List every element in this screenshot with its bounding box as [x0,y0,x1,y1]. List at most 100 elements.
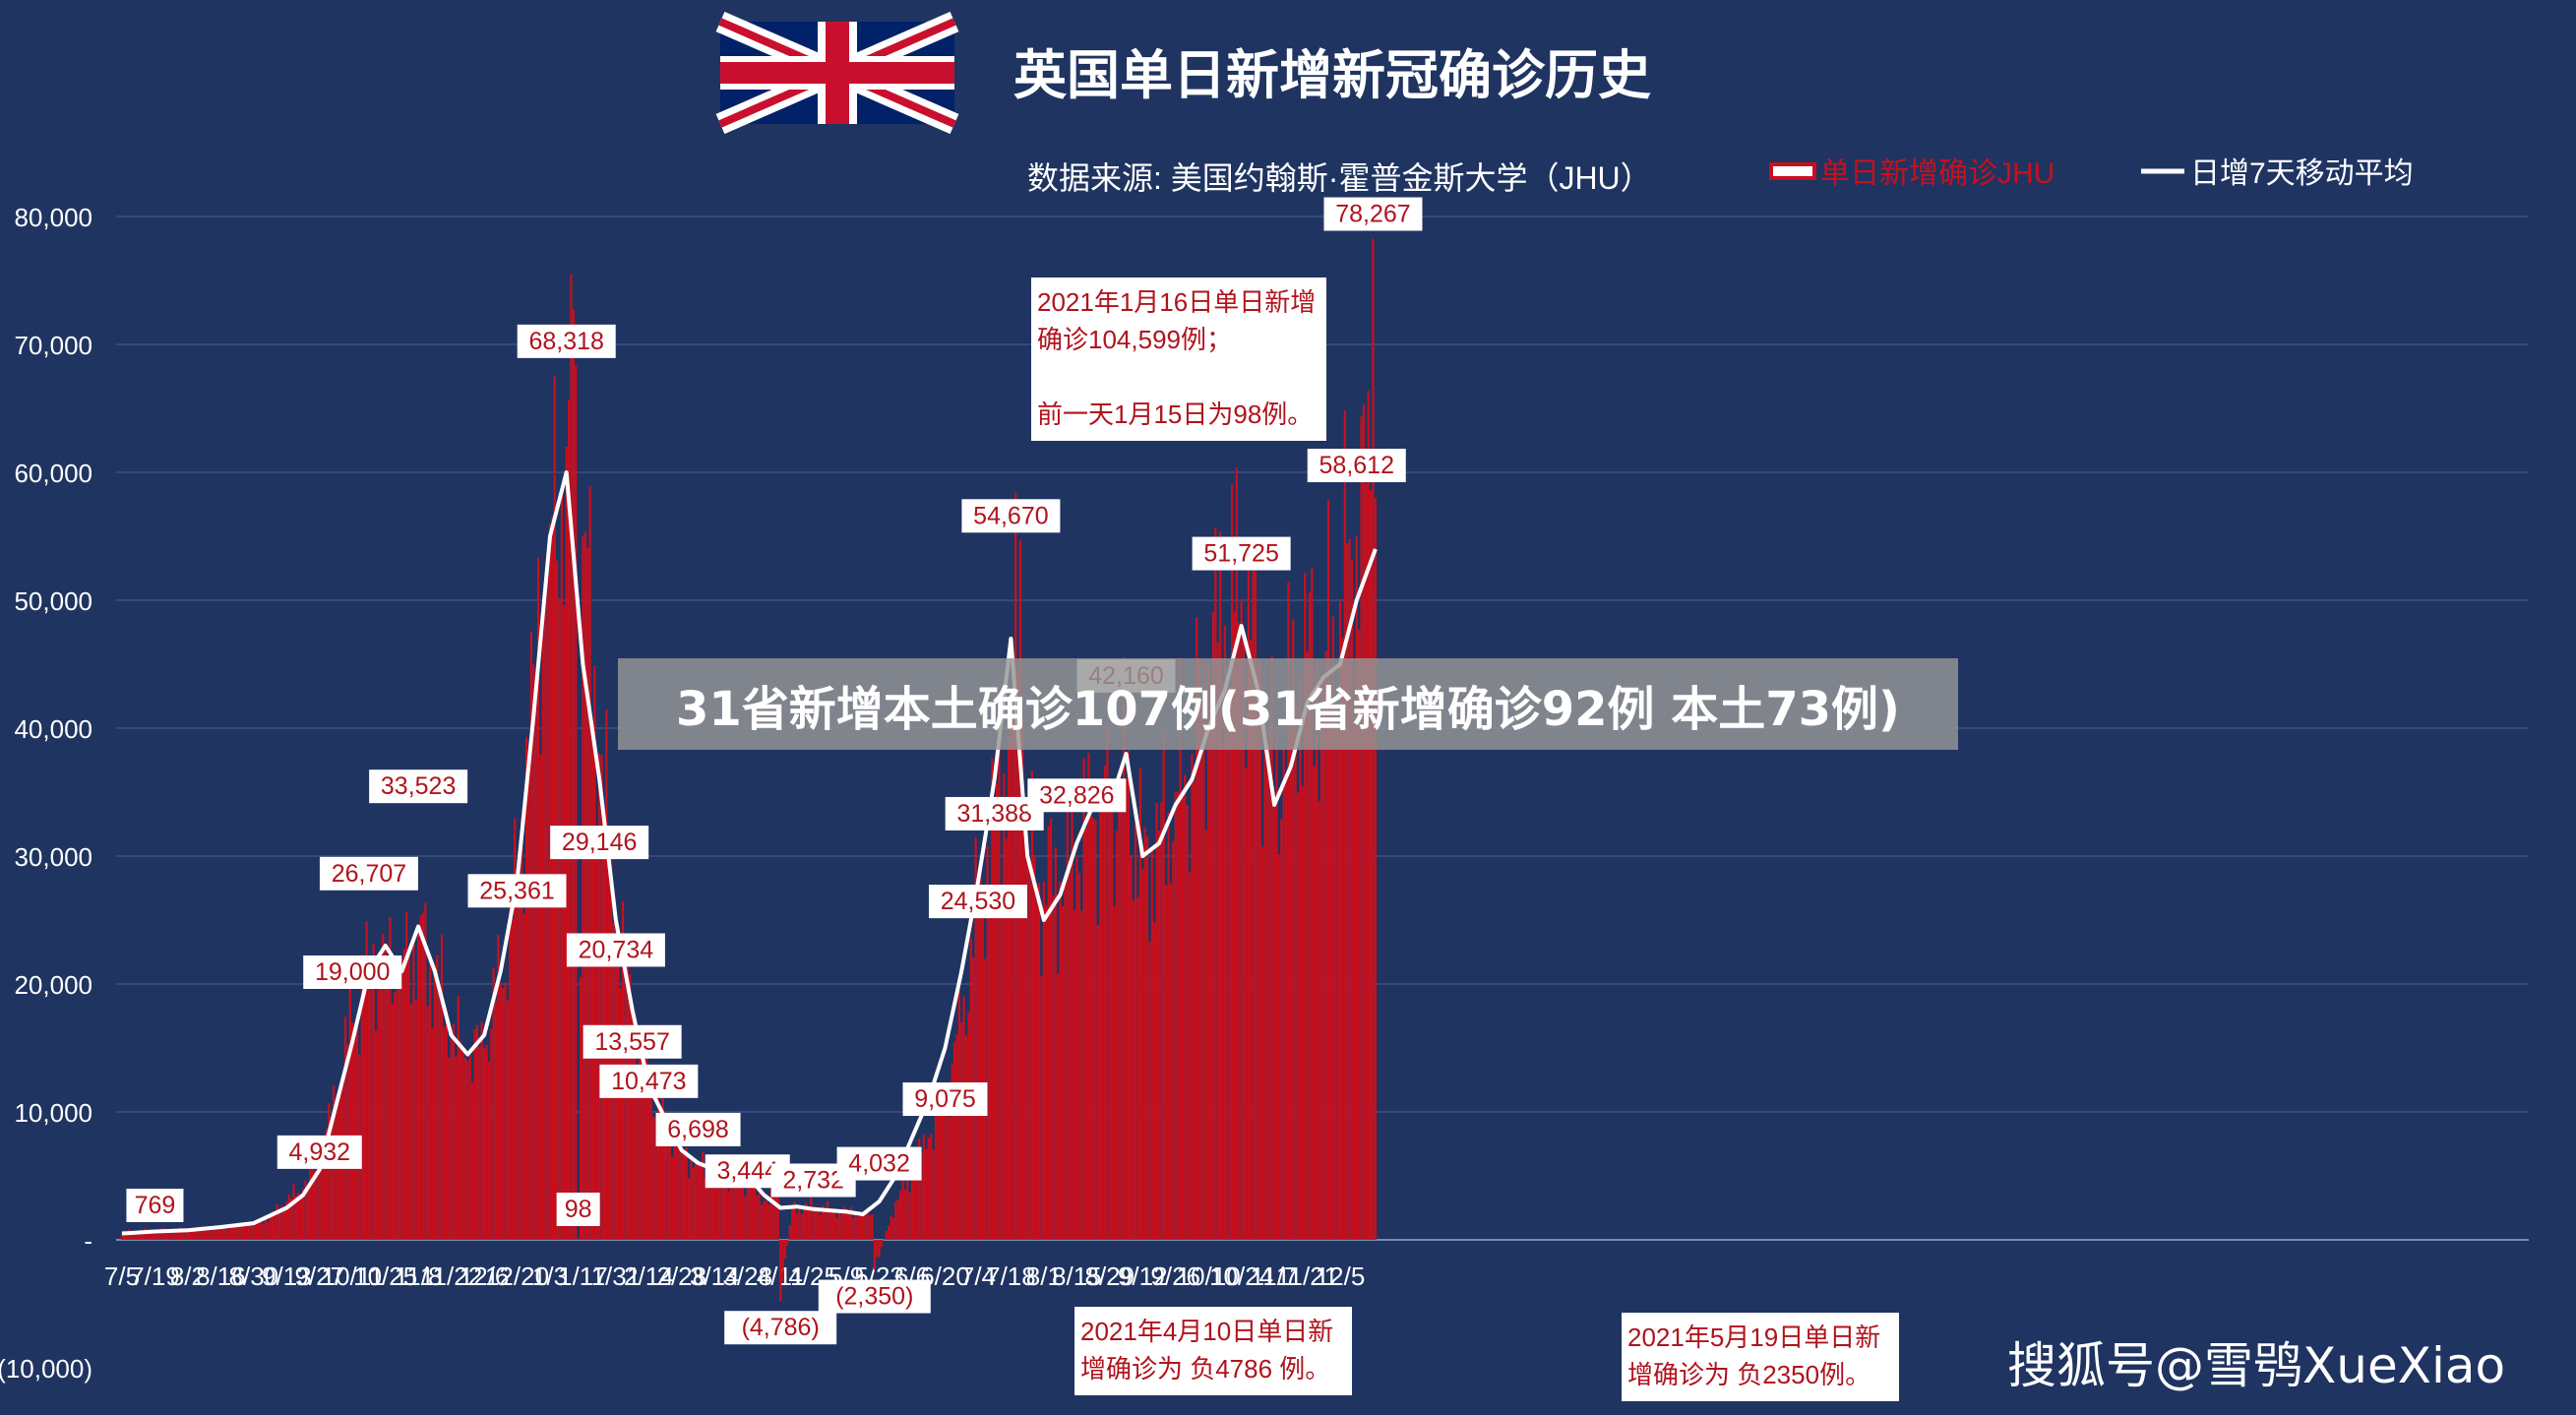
daily-bar [962,996,965,1240]
annotation-text: 前一天1月15日为98例。 [1037,400,1313,429]
daily-bar [267,1221,270,1240]
daily-bar [979,875,982,1240]
daily-bar [1080,910,1083,1240]
daily-bar [167,1229,170,1240]
x-tick-label: 7/5 [104,1261,140,1291]
daily-bar [590,723,594,1240]
daily-bar [647,1086,650,1240]
daily-bar [1318,800,1320,1240]
daily-bar [810,1198,813,1240]
daily-bar [405,911,408,1240]
data-label-box [1323,197,1423,231]
daily-bar [233,1225,236,1240]
daily-bar [729,1176,733,1240]
daily-bar [1061,906,1065,1240]
daily-bar [906,1176,909,1240]
daily-bar [1181,791,1184,1240]
daily-bar [654,1117,657,1240]
daily-bar [490,1028,493,1240]
daily-bar [348,987,351,1240]
daily-bar [323,1155,326,1240]
daily-bar [685,1146,688,1240]
daily-bar [1257,664,1259,1240]
daily-bar [269,1216,272,1240]
x-tick-label: 10/10 [1177,1261,1241,1291]
daily-bar [868,1215,872,1240]
data-label: 68,318 [528,328,603,355]
x-tick-label: 2/28 [657,1261,707,1291]
daily-bar [460,1040,462,1240]
daily-bar [663,1112,667,1240]
daily-bar [1184,774,1187,1240]
daily-bar [245,1226,248,1240]
daily-bar [396,958,399,1240]
daily-bar [1066,781,1069,1240]
daily-bar [888,1225,890,1240]
daily-bar [130,1232,133,1240]
daily-bar [903,1189,906,1240]
x-tick-label: 11/21 [1276,1261,1338,1291]
daily-bar [215,1226,217,1240]
daily-bar [998,737,1001,1240]
daily-bar [974,837,977,1240]
daily-bar [1132,899,1135,1240]
daily-bar [203,1228,206,1240]
daily-bar [1202,659,1205,1240]
daily-bar [586,548,589,1240]
daily-bar [1101,801,1104,1240]
daily-bar [363,977,366,1240]
y-tick-label: 60,000 [14,459,92,488]
annotation-box [1622,1313,1899,1401]
daily-bar [687,1178,691,1240]
daily-bar [570,274,573,1241]
bar-series [120,238,1377,1302]
data-label: 32,826 [1039,781,1114,809]
daily-bar [1103,766,1107,1240]
daily-bar [695,1158,698,1240]
daily-bar [1000,887,1003,1240]
daily-bar [1197,657,1200,1240]
daily-bar [822,1205,825,1240]
daily-bar [1106,723,1109,1240]
daily-bar [1075,856,1078,1240]
daily-bar [791,1207,794,1240]
daily-bar [516,882,519,1240]
daily-bar [1130,855,1133,1240]
daily-bar [942,1087,945,1240]
data-label: 26,707 [332,860,406,888]
annotation-text: 增确诊为 负4786 例。 [1080,1354,1330,1384]
data-label-box [928,885,1027,919]
daily-bar [1127,750,1131,1240]
daily-bar [1077,873,1080,1240]
x-tick-label: 11/8 [395,1261,443,1291]
daily-bar [960,1022,963,1240]
daily-bar [170,1230,173,1240]
daily-bar [457,996,460,1240]
daily-bar [1042,882,1045,1240]
annotation-text: 2021年5月19日单日新 [1627,1323,1880,1352]
daily-bar [1204,830,1207,1240]
daily-bar [282,1209,286,1240]
daily-bar [826,1200,829,1240]
daily-bar [452,1023,456,1240]
x-tick-label: 3/14 [690,1261,740,1291]
daily-bar [259,1218,263,1240]
data-label: 33,523 [381,772,456,800]
daily-bar [417,933,420,1240]
daily-bar [1216,642,1219,1240]
daily-bar [699,1164,703,1240]
daily-bar [1094,820,1097,1240]
daily-bar [424,902,427,1240]
daily-bar [690,1159,693,1240]
annotation-text: 增确诊为 负2350例。 [1627,1360,1871,1389]
daily-bar [400,958,403,1240]
legend-bar-label: 单日新增确诊JHU [1820,157,2055,190]
x-tick-label: 9/27 [294,1261,344,1291]
daily-bar [529,631,532,1240]
daily-bar [379,952,382,1240]
daily-bar [800,1213,803,1240]
daily-bar [482,1048,486,1240]
daily-bar [367,958,371,1240]
daily-bar [908,1192,911,1240]
data-source: 数据来源: 美国约翰斯·霍普金斯大学（JHU） [1027,160,1652,196]
